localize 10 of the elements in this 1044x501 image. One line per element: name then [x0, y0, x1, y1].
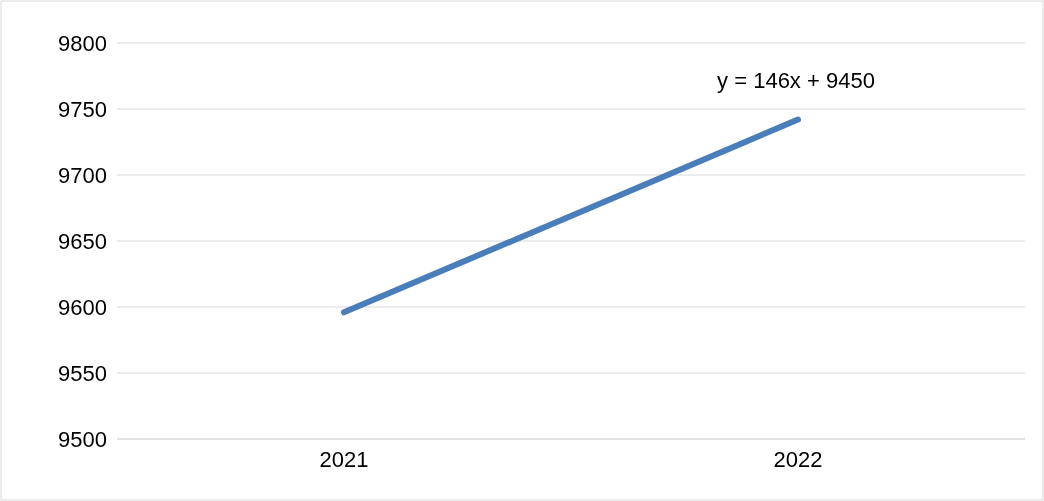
y-tick-label: 9600	[58, 294, 107, 320]
y-tick-label: 9550	[58, 360, 107, 386]
x-tick-label: 2021	[319, 446, 369, 472]
y-tick-label: 9750	[58, 96, 107, 122]
y-tick-label: 9650	[58, 228, 107, 254]
y-tick-label: 9700	[58, 162, 107, 188]
x-tick-label: 2022	[773, 446, 823, 472]
y-tick-label: 9800	[58, 30, 107, 56]
y-tick-label: 9500	[58, 426, 107, 452]
annotation: y = 146x + 9450	[717, 67, 875, 93]
